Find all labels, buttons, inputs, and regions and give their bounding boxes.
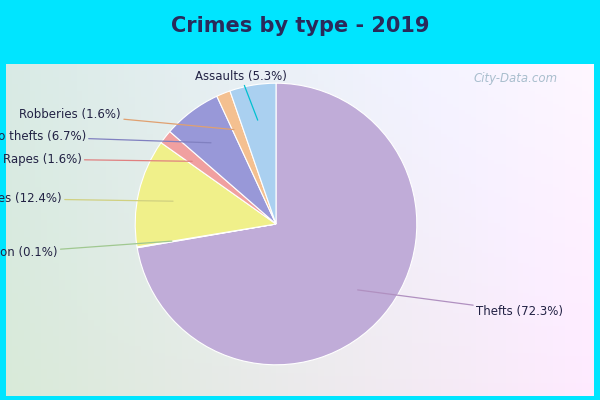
Text: Rapes (1.6%): Rapes (1.6%) (3, 153, 192, 166)
Text: Crimes by type - 2019: Crimes by type - 2019 (171, 16, 429, 36)
Wedge shape (135, 143, 276, 247)
Wedge shape (217, 91, 276, 224)
Wedge shape (161, 132, 276, 224)
Wedge shape (137, 83, 417, 365)
Wedge shape (137, 224, 276, 248)
Text: Auto thefts (6.7%): Auto thefts (6.7%) (0, 130, 211, 143)
Text: Robberies (1.6%): Robberies (1.6%) (19, 108, 234, 130)
Wedge shape (230, 83, 276, 224)
Text: Thefts (72.3%): Thefts (72.3%) (358, 290, 563, 318)
Text: Arson (0.1%): Arson (0.1%) (0, 241, 172, 259)
Text: Burglaries (12.4%): Burglaries (12.4%) (0, 192, 173, 205)
Wedge shape (170, 96, 276, 224)
Text: City-Data.com: City-Data.com (474, 72, 558, 85)
Text: Assaults (5.3%): Assaults (5.3%) (195, 70, 287, 120)
